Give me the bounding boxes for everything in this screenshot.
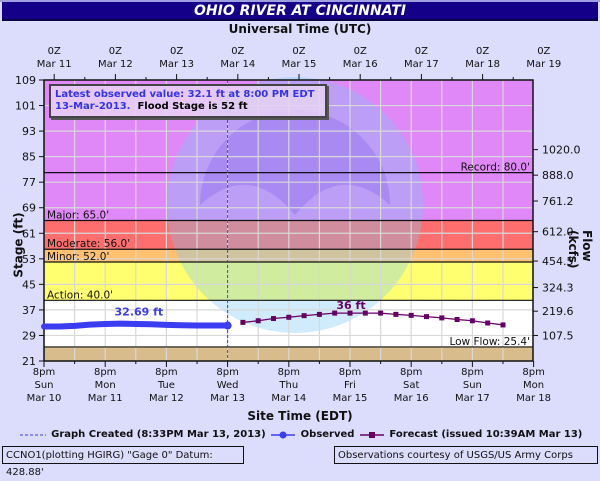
forecast-point	[408, 312, 414, 318]
flow-axis-title: Flow (kcfs)	[566, 230, 594, 269]
stage-tick-label: 21	[22, 355, 36, 368]
latest-observation-box: Latest observed value: 32.1 ft at 8:00 P…	[49, 84, 327, 118]
stage-tick-label: 93	[22, 125, 36, 138]
forecast-point	[316, 311, 322, 317]
chart-title: OHIO RIVER AT CINCINNATI	[2, 2, 598, 21]
utc-tick-label: 0Z Mar 14	[220, 46, 256, 70]
utc-tick-label: 0Z Mar 16	[342, 46, 378, 70]
latest-observed-point	[223, 321, 232, 330]
utc-tick-label: 0Z Mar 19	[526, 46, 562, 70]
forecast-point	[255, 318, 261, 324]
edt-tick-label: 8pm Tue Mar 12	[149, 367, 184, 404]
forecast-line	[242, 312, 504, 326]
flow-tick-label: 454.5	[542, 255, 574, 268]
utc-tick-label: 0Z Mar 18	[465, 46, 500, 70]
flow-tick-label: 107.5	[542, 329, 574, 342]
forecast-point	[286, 314, 292, 320]
edt-tick-label: 8pm Mon Mar 11	[87, 367, 123, 404]
forecast-point	[469, 318, 475, 324]
legend: Graph Created (8:33PM Mar 13, 2013) Obse…	[0, 429, 600, 441]
forecast-point	[240, 319, 246, 325]
stage-tick-label: 109	[15, 74, 36, 87]
forecast-point	[332, 310, 338, 316]
forecast-point	[500, 322, 506, 328]
forecast-point	[424, 314, 429, 320]
threshold-label: Minor: 52.0'	[47, 251, 109, 263]
utc-tick-label: 0Z Mar 15	[281, 46, 317, 70]
legend-observed: Observed	[300, 429, 355, 440]
stage-axis-title: Stage (ft)	[11, 212, 26, 278]
flow-tick-label: 324.3	[542, 282, 574, 295]
threshold-label: Major: 65.0'	[47, 210, 109, 222]
forecast-point	[378, 310, 384, 316]
forecast-point	[439, 315, 445, 321]
stage-tick-label: 37	[22, 304, 36, 317]
threshold-label: Record: 80.0'	[461, 162, 530, 174]
utc-tick-label: 0Z Mar 17	[404, 46, 439, 70]
flow-tick-label: 1020.0	[542, 144, 581, 157]
stage-tick-label: 45	[22, 278, 36, 291]
gage-datum-box: CCNO1(plotting HGIRG) "Gage 0" Datum: 42…	[2, 446, 244, 478]
stage-tick-label: 101	[15, 100, 36, 113]
noaa-watermark-circle	[167, 77, 423, 333]
latest-observed-date: 13-Mar-2013.	[55, 101, 131, 112]
edt-axis-title: Site Time (EDT)	[247, 409, 353, 423]
forecast-line-icon	[359, 431, 384, 438]
latest-observed-text: Latest observed value: 32.1 ft at 8:00 P…	[55, 89, 315, 100]
observed-line-icon	[271, 431, 296, 438]
observed-peak-label: 32.69 ft	[115, 305, 164, 318]
threshold-label: Low Flow: 25.4'	[449, 336, 530, 348]
flow-tick-label: 888.0	[542, 169, 574, 182]
edt-tick-label: 8pm Fri Mar 15	[332, 367, 368, 404]
stage-tick-label: 29	[22, 329, 36, 342]
forecast-point	[485, 320, 491, 326]
forecast-point	[362, 310, 368, 316]
stage-tick-label: 69	[22, 202, 36, 215]
edt-tick-label: 8pm Sun Mar 17	[455, 367, 490, 404]
stage-tick-label: 53	[22, 253, 36, 266]
edt-tick-label: 8pm Wed Mar 13	[210, 367, 245, 404]
observed-line	[41, 320, 231, 330]
forecast-point	[347, 310, 353, 316]
edt-tick-label: 8pm Thu Mar 14	[271, 367, 307, 404]
stage-tick-label: 61	[22, 227, 36, 240]
forecast-peak-label: 36 ft	[336, 299, 365, 312]
stage-tick-label: 85	[22, 151, 36, 164]
legend-forecast: Forecast (issued 10:39AM Mar 13)	[389, 429, 583, 440]
forecast-point	[454, 316, 460, 322]
observations-credit-box: Observations courtesy of USGS/US Army Co…	[334, 446, 598, 464]
stage-tick-label: 77	[22, 176, 36, 189]
forecast-point	[301, 313, 307, 319]
utc-tick-label: 0Z Mar 13	[159, 46, 194, 70]
utc-tick-label: 0Z Mar 12	[98, 46, 133, 70]
flow-tick-label: 219.6	[542, 305, 574, 318]
utc-axis-title: Universal Time (UTC)	[228, 22, 372, 36]
forecast-point	[271, 316, 276, 322]
flood-stage-text: Flood Stage is 52 ft	[137, 101, 248, 112]
legend-graph-created: Graph Created (8:33PM Mar 13, 2013)	[51, 429, 266, 440]
graph-created-dashed-icon	[19, 434, 46, 435]
flow-tick-label: 761.2	[542, 195, 574, 208]
edt-tick-label: 8pm Sat Mar 16	[393, 367, 429, 404]
edt-tick-label: 8pm Sun Mar 10	[26, 367, 62, 404]
threshold-label: Action: 40.0'	[47, 289, 113, 301]
noaa-watermark-bird	[200, 110, 390, 215]
forecast-point	[393, 311, 399, 317]
top-frame	[0, 0, 600, 2]
flow-tick-label: 612.0	[542, 226, 574, 239]
edt-tick-label: 8pm Mon Mar 18	[516, 367, 551, 404]
threshold-label: Moderate: 56.0'	[47, 238, 130, 250]
utc-tick-label: 0Z Mar 11	[36, 46, 72, 70]
